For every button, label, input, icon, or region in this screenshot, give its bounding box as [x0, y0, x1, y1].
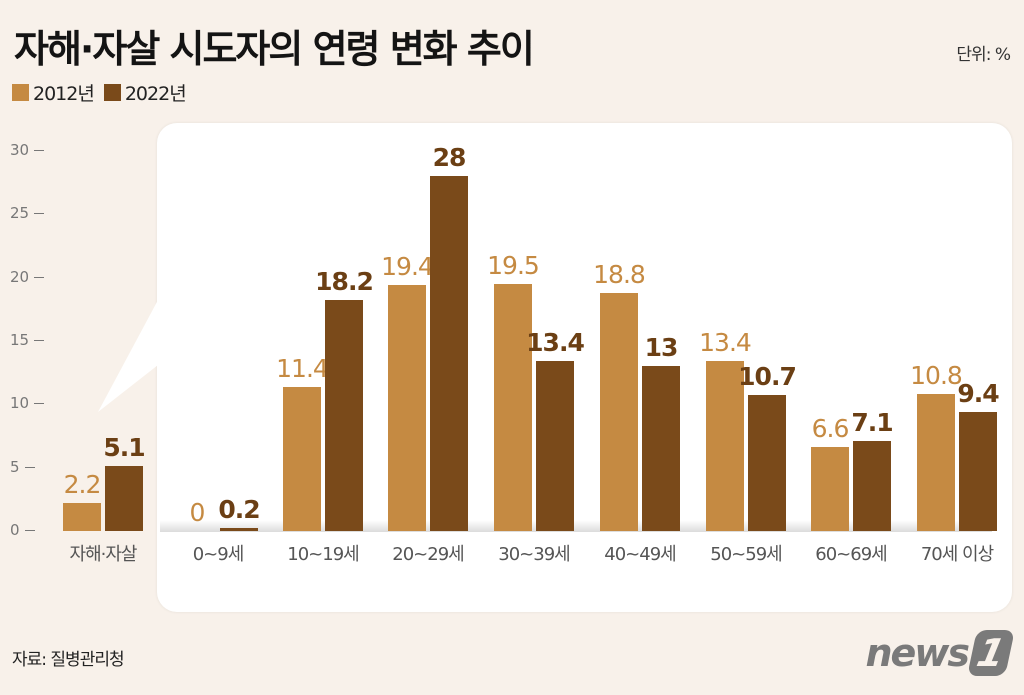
bar-2012: [494, 283, 532, 531]
bar-2022: [748, 395, 786, 531]
value-label: 9.4: [957, 378, 999, 408]
bar-2012: [283, 386, 321, 531]
bar-2012: [706, 361, 744, 531]
unit-label: 단위: %: [956, 45, 1011, 65]
legend-item-2022: 2022년: [103, 79, 187, 106]
bar-2012: [600, 292, 638, 531]
value-label: 13.4: [526, 328, 585, 358]
bar-2022: [430, 176, 468, 531]
legend-item-2012: 2012년: [12, 79, 95, 106]
value-label: 13.4: [699, 328, 752, 358]
value-label: 2.2: [63, 470, 102, 500]
category-label: 0~9세: [192, 544, 245, 565]
legend-swatch-2022: [103, 84, 121, 101]
bar-2022: [853, 441, 891, 531]
category-label: 50~59세: [710, 544, 782, 565]
bar-2012: [917, 394, 955, 531]
bar-2022: [105, 466, 143, 531]
value-label: 5.1: [103, 433, 145, 463]
value-label: 10.7: [738, 362, 797, 392]
y-tick: 15: [10, 331, 52, 349]
value-label: 0.2: [218, 495, 260, 525]
y-tick: 20: [10, 268, 52, 286]
y-tick: 0: [10, 521, 52, 539]
value-label: 11.4: [276, 353, 329, 383]
source-label: 자료: 질병관리청: [12, 650, 125, 670]
value-label: 7.1: [851, 408, 893, 438]
value-label: 13: [644, 333, 679, 363]
bar-2022: [959, 411, 997, 531]
value-label: 19.5: [487, 250, 540, 280]
y-tick: 30: [10, 141, 52, 159]
category-label: 60~69세: [815, 544, 887, 565]
value-label: 18.8: [593, 259, 646, 289]
bar-2022: [220, 528, 258, 531]
legend-label-2022: 2022년: [124, 83, 187, 105]
value-label: 0: [189, 498, 206, 527]
bar-2022: [325, 300, 363, 531]
y-tick: 5: [10, 458, 52, 476]
bar-2022: [642, 366, 680, 531]
category-label: 70세 이상: [920, 544, 994, 565]
value-label: 18.2: [315, 267, 374, 297]
bar-2012: [388, 285, 426, 531]
category-label: 20~29세: [392, 544, 464, 565]
legend-label-2012: 2012년: [33, 83, 95, 105]
value-label: 28: [432, 143, 467, 173]
y-tick: 10: [10, 394, 52, 412]
category-label: 10~19세: [287, 544, 359, 565]
logo-text: news: [865, 631, 970, 675]
value-label: 10.8: [910, 361, 963, 391]
news1-logo: news 1: [865, 630, 1015, 676]
logo-mark: 1: [967, 630, 1015, 676]
legend-swatch-2012: [12, 84, 29, 101]
y-tick: 25: [10, 204, 52, 222]
bar-2012: [811, 447, 849, 531]
category-label: 30~39세: [498, 544, 570, 565]
bar-2022: [536, 361, 574, 531]
value-label: 6.6: [811, 414, 850, 444]
bar-2012: [63, 503, 101, 531]
value-label: 19.4: [381, 252, 434, 282]
legend: 2012년 2022년: [12, 79, 187, 106]
category-label: 자해·자살: [69, 544, 138, 565]
category-label: 40~49세: [604, 544, 676, 565]
chart-title: 자해·자살 시도자의 연령 변화 추이: [14, 27, 535, 71]
